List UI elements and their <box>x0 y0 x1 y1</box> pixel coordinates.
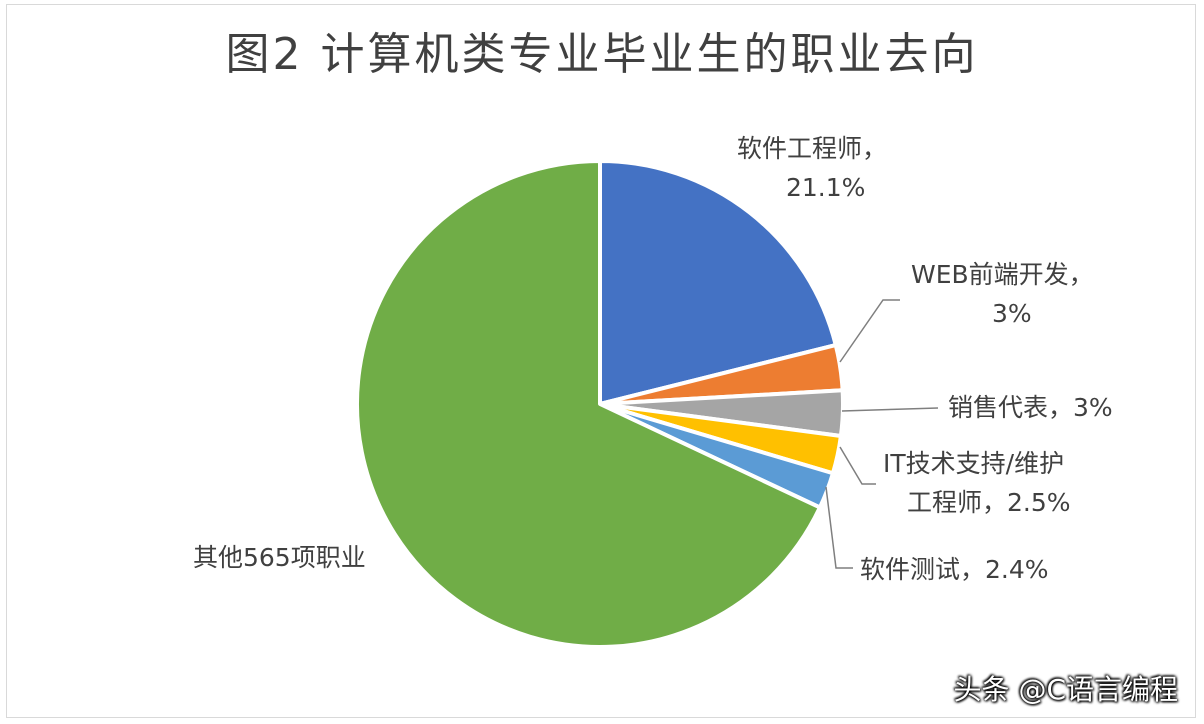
slice-label-0: 软件工程师， <box>737 134 887 163</box>
pie-slice-0 <box>598 159 838 406</box>
slice-label-2: 销售代表，3% <box>948 393 1113 422</box>
watermark: 头条 @C语言编程 <box>953 673 1178 706</box>
slice-label-0-value: 21.1% <box>786 173 865 202</box>
pie-slice-5 <box>355 159 822 649</box>
slice-label-3: IT技术支持/维护 <box>883 449 1064 478</box>
leader-line-1 <box>839 299 900 363</box>
chart-title: 图2 计算机类专业毕业生的职业去向 <box>225 29 979 80</box>
slice-label-5: 其他565项职业 <box>193 543 366 572</box>
slice-label-3-value: 工程师，2.5% <box>907 488 1071 517</box>
leader-line-3 <box>839 446 876 485</box>
slice-label-1-value: 3% <box>992 299 1032 328</box>
leader-line-4 <box>825 486 853 569</box>
slice-label-1: WEB前端开发， <box>911 260 1094 289</box>
leader-line-2 <box>841 407 939 412</box>
slice-label-4: 软件测试，2.4% <box>860 555 1049 584</box>
